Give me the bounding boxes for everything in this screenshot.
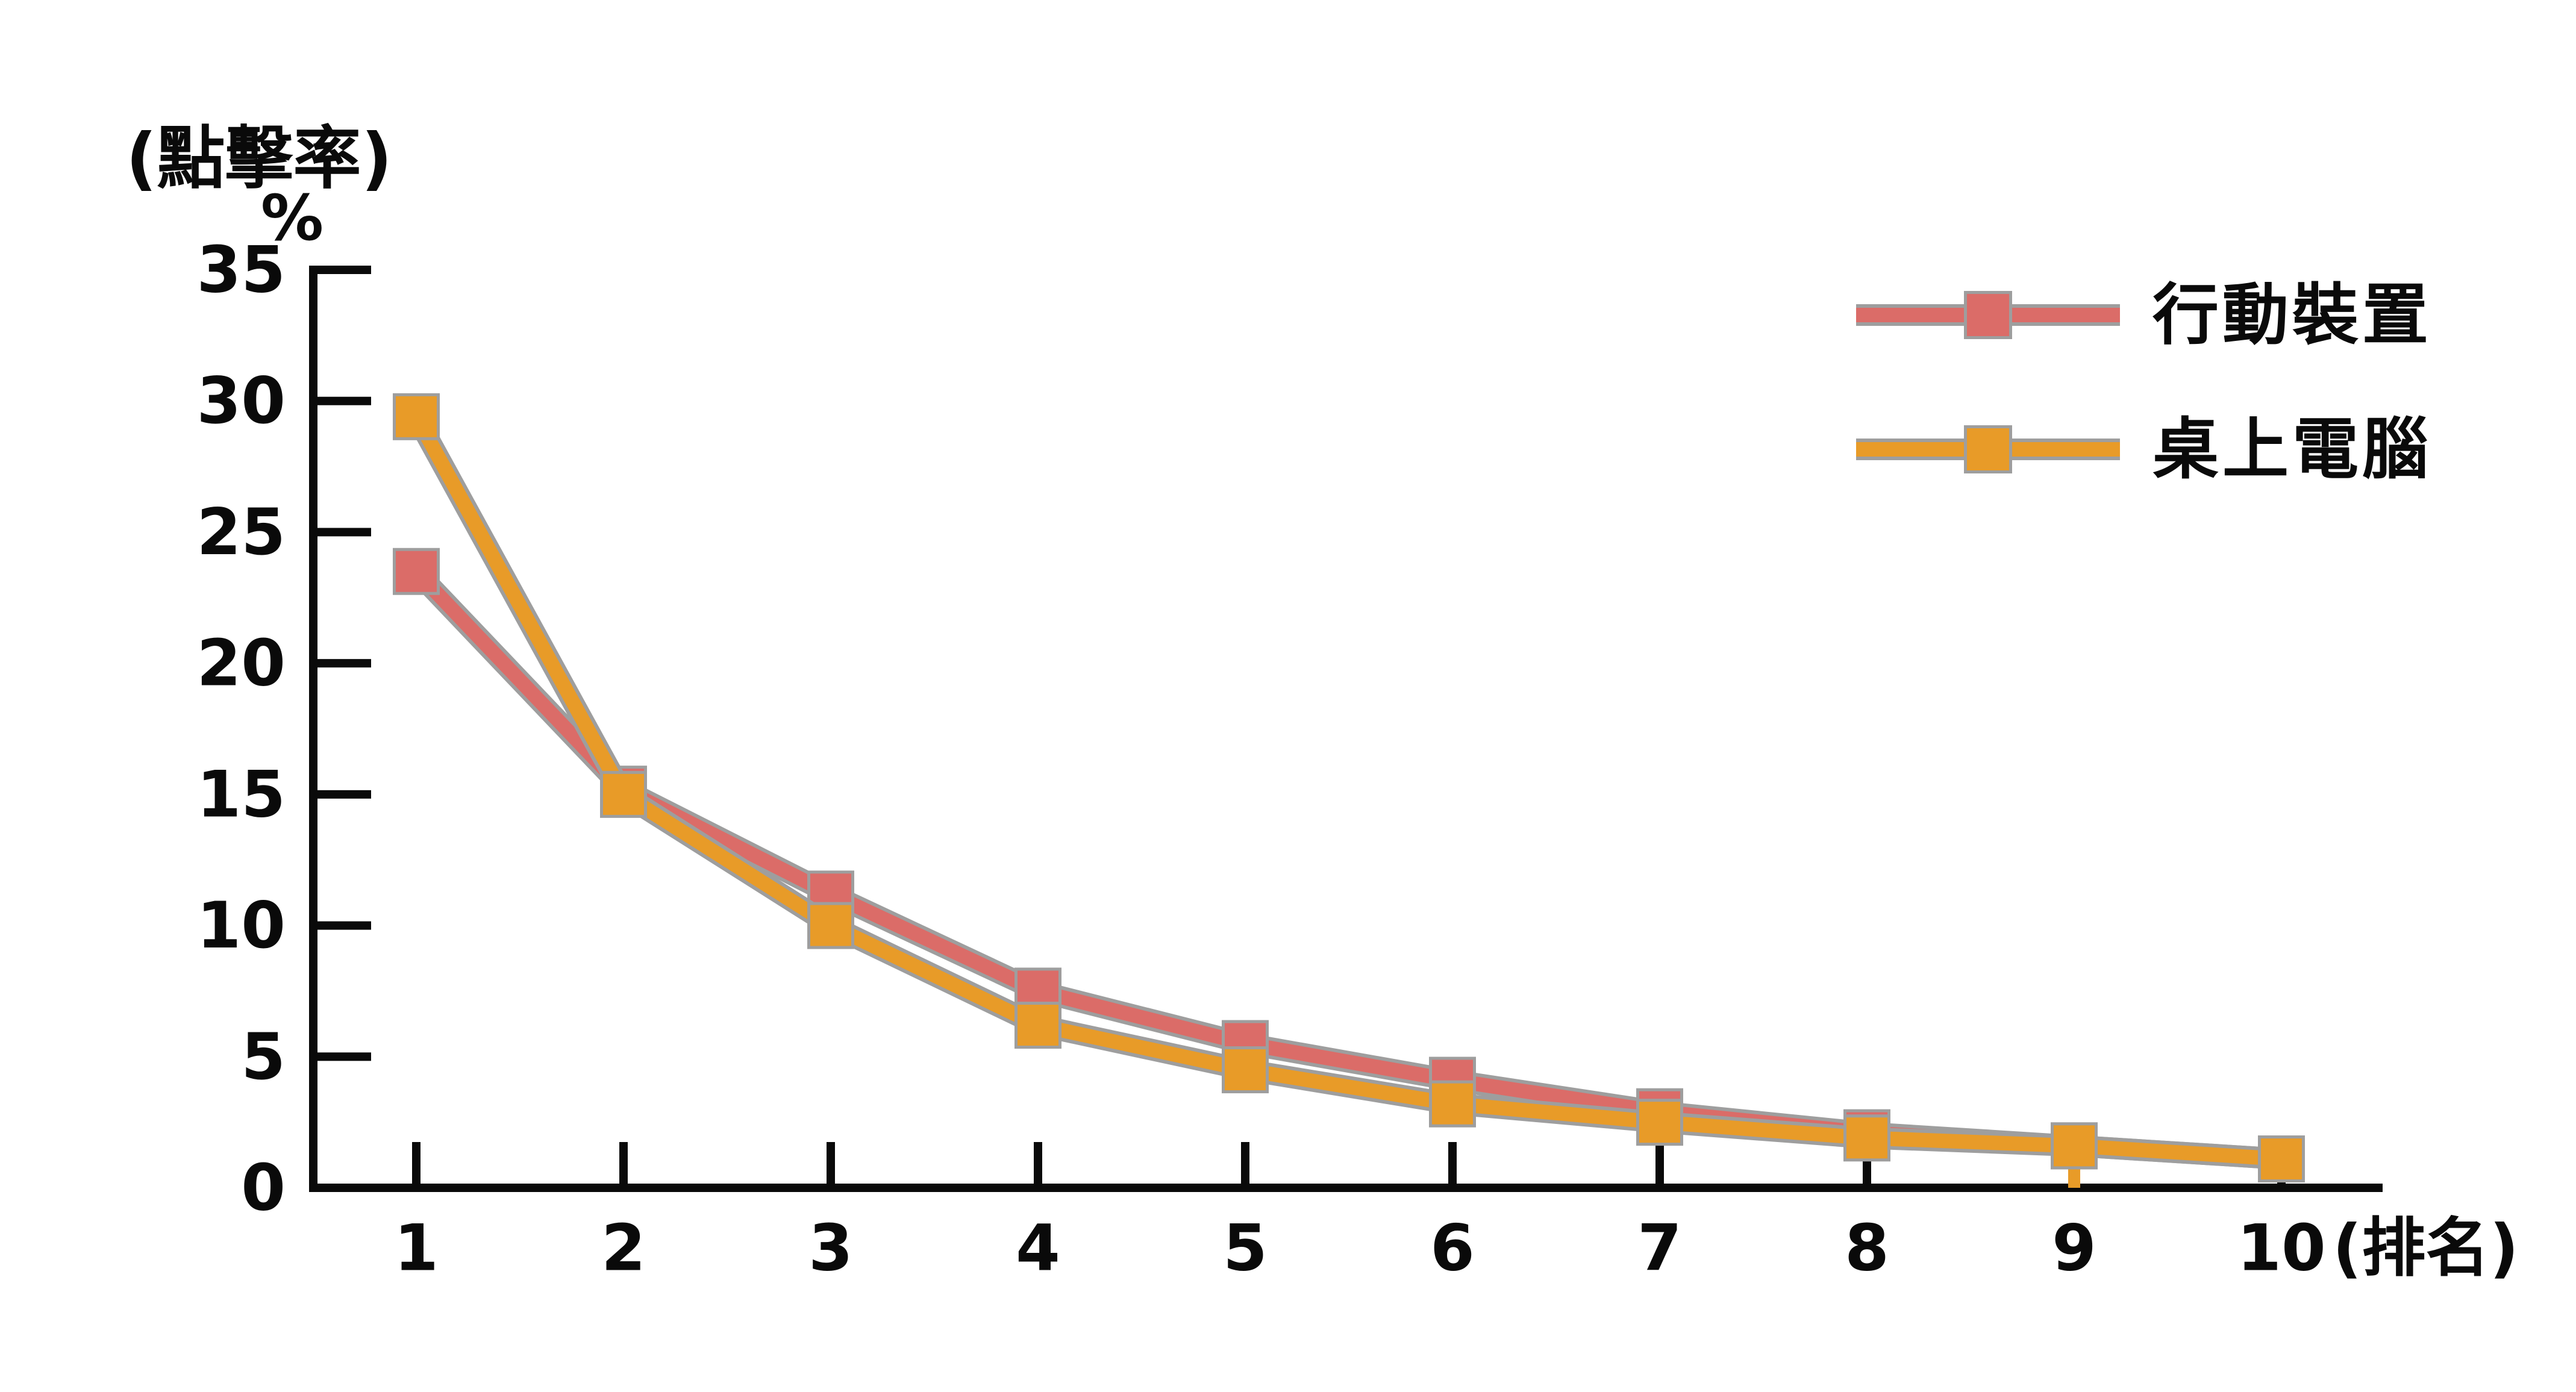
y-axis-unit-percent: %	[261, 181, 324, 255]
y-tick-label-30: 30	[196, 364, 286, 438]
y-tick-label-15: 15	[196, 757, 286, 831]
x-tick-7	[1655, 1142, 1664, 1184]
y-tick-label-20: 20	[196, 626, 286, 701]
series-1-marker-6	[1432, 1083, 1473, 1125]
series-1-marker-2	[603, 773, 644, 815]
x-axis-unit-label: (排名)	[2333, 1211, 2519, 1285]
x-tick-label-2: 2	[601, 1211, 646, 1285]
y-tick-label-0: 0	[241, 1151, 286, 1225]
series-1-marker-4	[1018, 1005, 1058, 1046]
series-1-line	[410, 413, 2282, 1167]
x-tick-5	[1241, 1142, 1249, 1184]
legend-marker-0	[1967, 294, 2009, 336]
x-axis-line	[309, 1184, 2383, 1192]
y-tick-label-35: 35	[196, 233, 286, 307]
y-tick-30	[313, 396, 371, 405]
series-0-marker-1	[396, 551, 437, 592]
y-tick-label-25: 25	[196, 495, 286, 569]
x-tick-1	[412, 1142, 420, 1184]
x-tick-label-6: 6	[1430, 1211, 1475, 1285]
y-axis-line	[309, 266, 317, 1192]
legend-label-0: 行動裝置	[2152, 276, 2432, 354]
x-tick-label-3: 3	[808, 1211, 853, 1285]
y-tick-label-5: 5	[241, 1020, 286, 1094]
series-1-marker-9	[2054, 1125, 2095, 1167]
x-tick-3	[827, 1142, 835, 1184]
y-tick-20	[313, 659, 371, 668]
y-tick-25	[313, 528, 371, 537]
series-1-marker-10	[2261, 1138, 2302, 1180]
x-tick-2	[619, 1142, 628, 1184]
x-tick-label-1: 1	[394, 1211, 439, 1285]
series-1-marker-3	[810, 905, 851, 946]
x-tick-label-10: 10	[2237, 1211, 2326, 1285]
series-1-marker-5	[1225, 1049, 1266, 1091]
y-tick-label-10: 10	[196, 888, 286, 963]
y-axis-title: (點擊率)	[126, 119, 392, 198]
x-tick-6	[1448, 1142, 1457, 1184]
x-tick-label-9: 9	[2052, 1211, 2096, 1285]
y-tick-10	[313, 921, 371, 930]
x-tick-label-5: 5	[1223, 1211, 1268, 1285]
series-1-marker-8	[1846, 1117, 1887, 1159]
x-tick-label-7: 7	[1637, 1211, 1682, 1285]
x-tick-label-8: 8	[1845, 1211, 1889, 1285]
x-tick-label-4: 4	[1016, 1211, 1060, 1285]
series-1-marker-1	[396, 396, 437, 437]
y-tick-15	[313, 790, 371, 799]
x-tick-4	[1034, 1142, 1042, 1184]
legend-marker-1	[1967, 428, 2009, 470]
y-tick-5	[313, 1052, 371, 1061]
legend-label-1: 桌上電腦	[2152, 411, 2432, 488]
y-tick-35	[313, 266, 371, 274]
series-1-marker-7	[1639, 1102, 1680, 1143]
